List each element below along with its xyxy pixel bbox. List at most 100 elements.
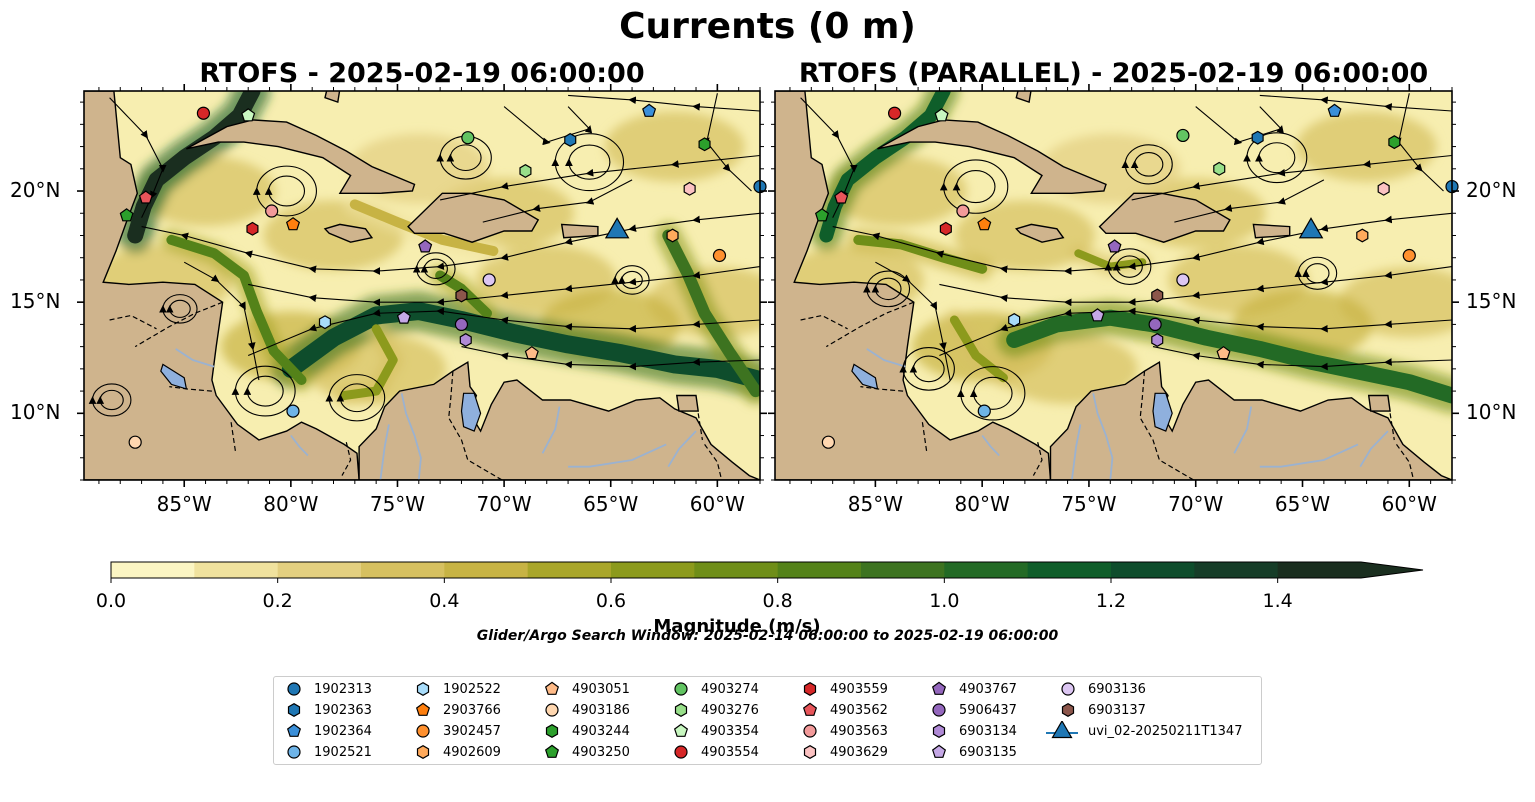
obs-marker-4903629[interactable] xyxy=(683,181,696,196)
obs-marker-6903136[interactable] xyxy=(1176,273,1190,287)
legend-hexagon-icon[interactable] xyxy=(1061,703,1075,717)
legend-circle-icon[interactable] xyxy=(674,682,688,696)
map-panel-rtofs-parallel[interactable] xyxy=(768,84,1459,487)
legend-pentagon-icon[interactable] xyxy=(544,744,560,758)
lake-maracaibo xyxy=(1152,392,1173,432)
obs-marker-1902521[interactable] xyxy=(977,404,991,418)
obs-marker-4903559[interactable] xyxy=(246,221,259,236)
legend-pentagon-icon[interactable] xyxy=(931,744,947,758)
legend-pentagon-icon[interactable] xyxy=(415,702,431,716)
legend-marker-icon xyxy=(545,703,559,717)
obs-marker-4903629[interactable] xyxy=(1377,181,1390,196)
obs-marker-4903186[interactable] xyxy=(821,435,835,449)
eddy-streamline xyxy=(420,258,448,279)
obs-marker-4903274[interactable] xyxy=(1176,128,1190,143)
obs-marker-4903186[interactable] xyxy=(128,435,142,449)
legend-circle-icon[interactable] xyxy=(287,745,301,759)
obs-marker-6903137[interactable] xyxy=(455,288,468,303)
obs-marker-4903244[interactable] xyxy=(698,137,711,152)
legend-circle-icon[interactable] xyxy=(932,703,946,717)
legend-hexagon-icon[interactable] xyxy=(932,724,946,738)
legend-marker-icon xyxy=(287,682,301,696)
obs-marker-4903562[interactable] xyxy=(834,190,849,204)
obs-marker-6903137[interactable] xyxy=(1151,288,1164,303)
legend-hexagon-icon[interactable] xyxy=(416,682,430,696)
obs-marker-4902609[interactable] xyxy=(666,228,679,243)
obs-marker-6903136[interactable] xyxy=(482,273,496,287)
colorbar-segment xyxy=(944,562,1029,578)
obs-marker-1902363[interactable] xyxy=(1251,130,1264,145)
obs-marker-4903051[interactable] xyxy=(1216,345,1231,360)
obs-marker-2903766[interactable] xyxy=(285,217,301,231)
obs-marker-4903767[interactable] xyxy=(418,239,433,253)
obs-marker-6903135[interactable] xyxy=(1090,308,1105,322)
legend-marker-icon xyxy=(415,702,431,716)
obs-marker-1902364[interactable] xyxy=(1327,103,1342,117)
legend-marker-icon xyxy=(802,702,818,716)
legend-circle-icon[interactable] xyxy=(287,682,301,696)
eddy-streamline xyxy=(325,373,386,422)
legend-circle-icon[interactable] xyxy=(803,724,817,738)
obs-marker-1902364[interactable] xyxy=(642,103,657,117)
legend-hexagon-icon[interactable] xyxy=(545,724,559,738)
legend-pentagon-icon[interactable] xyxy=(286,723,302,737)
obs-marker-4903354[interactable] xyxy=(934,108,949,122)
obs-marker-4903276[interactable] xyxy=(1213,161,1226,176)
legend-item: 3902457 xyxy=(413,721,501,741)
legend-hexagon-icon[interactable] xyxy=(416,745,430,759)
obs-marker-1902521[interactable] xyxy=(286,404,300,418)
obs-marker-4903767[interactable] xyxy=(1107,239,1122,253)
legend-hexagon-icon[interactable] xyxy=(803,745,817,759)
obs-marker-6903134[interactable] xyxy=(459,333,472,347)
obs-marker-4903244[interactable] xyxy=(1388,135,1401,150)
obs-marker-4903250[interactable] xyxy=(119,208,134,222)
obs-marker-uvi_02-20250211T1347[interactable] xyxy=(1298,217,1324,239)
obs-marker-4903563[interactable] xyxy=(265,204,279,218)
obs-marker-1902522[interactable] xyxy=(1008,313,1021,327)
legend-pentagon-icon[interactable] xyxy=(544,681,560,695)
legend-marker-icon xyxy=(674,745,688,759)
obs-marker-6903135[interactable] xyxy=(396,310,411,324)
legend-pentagon-icon[interactable] xyxy=(802,702,818,716)
river xyxy=(866,348,906,368)
obs-marker-4903051[interactable] xyxy=(524,345,539,360)
obs-marker-4903554[interactable] xyxy=(196,106,211,120)
obs-marker-4903554[interactable] xyxy=(887,106,902,120)
obs-marker-2903766[interactable] xyxy=(977,217,992,231)
legend-triangle-icon[interactable] xyxy=(1051,721,1073,739)
river xyxy=(541,406,561,454)
legend-circle-icon[interactable] xyxy=(545,703,559,717)
legend-hexagon-icon[interactable] xyxy=(803,682,817,696)
obs-marker-4903250[interactable] xyxy=(814,208,830,222)
obs-marker-4903559[interactable] xyxy=(939,221,952,236)
legend-pentagon-icon[interactable] xyxy=(673,723,689,737)
river xyxy=(1092,393,1114,480)
obs-marker-5906437[interactable] xyxy=(1148,317,1162,331)
obs-marker-1902363[interactable] xyxy=(564,132,577,147)
legend-circle-icon[interactable] xyxy=(416,724,430,738)
obs-marker-4903354[interactable] xyxy=(241,108,256,122)
obs-marker-5906437[interactable] xyxy=(454,317,469,331)
legend-hexagon-icon[interactable] xyxy=(287,703,301,717)
legend-pentagon-icon[interactable] xyxy=(931,681,947,695)
map-panel-rtofs[interactable] xyxy=(77,84,767,487)
obs-marker-4902609[interactable] xyxy=(1356,228,1369,243)
obs-marker-3902457[interactable] xyxy=(1402,248,1416,263)
streamline xyxy=(1393,93,1444,192)
country-border xyxy=(704,444,723,480)
legend-item: 6903135 xyxy=(929,742,1017,762)
legend-circle-icon[interactable] xyxy=(1061,682,1075,696)
obs-marker-uvi_02-20250211T1347[interactable] xyxy=(604,217,630,239)
lon-tick-label: 70°W xyxy=(476,492,532,516)
obs-marker-4903276[interactable] xyxy=(519,164,532,178)
obs-marker-6903134[interactable] xyxy=(1151,333,1164,347)
puerto-rico-island xyxy=(1252,223,1291,239)
obs-marker-4903563[interactable] xyxy=(956,204,970,218)
colorbar-segment xyxy=(111,562,195,578)
obs-marker-4903562[interactable] xyxy=(138,190,153,204)
legend-hexagon-icon[interactable] xyxy=(674,703,688,717)
obs-marker-4903274[interactable] xyxy=(461,131,475,145)
obs-marker-1902522[interactable] xyxy=(318,315,331,330)
obs-marker-3902457[interactable] xyxy=(712,248,727,263)
legend-circle-icon[interactable] xyxy=(674,745,688,759)
